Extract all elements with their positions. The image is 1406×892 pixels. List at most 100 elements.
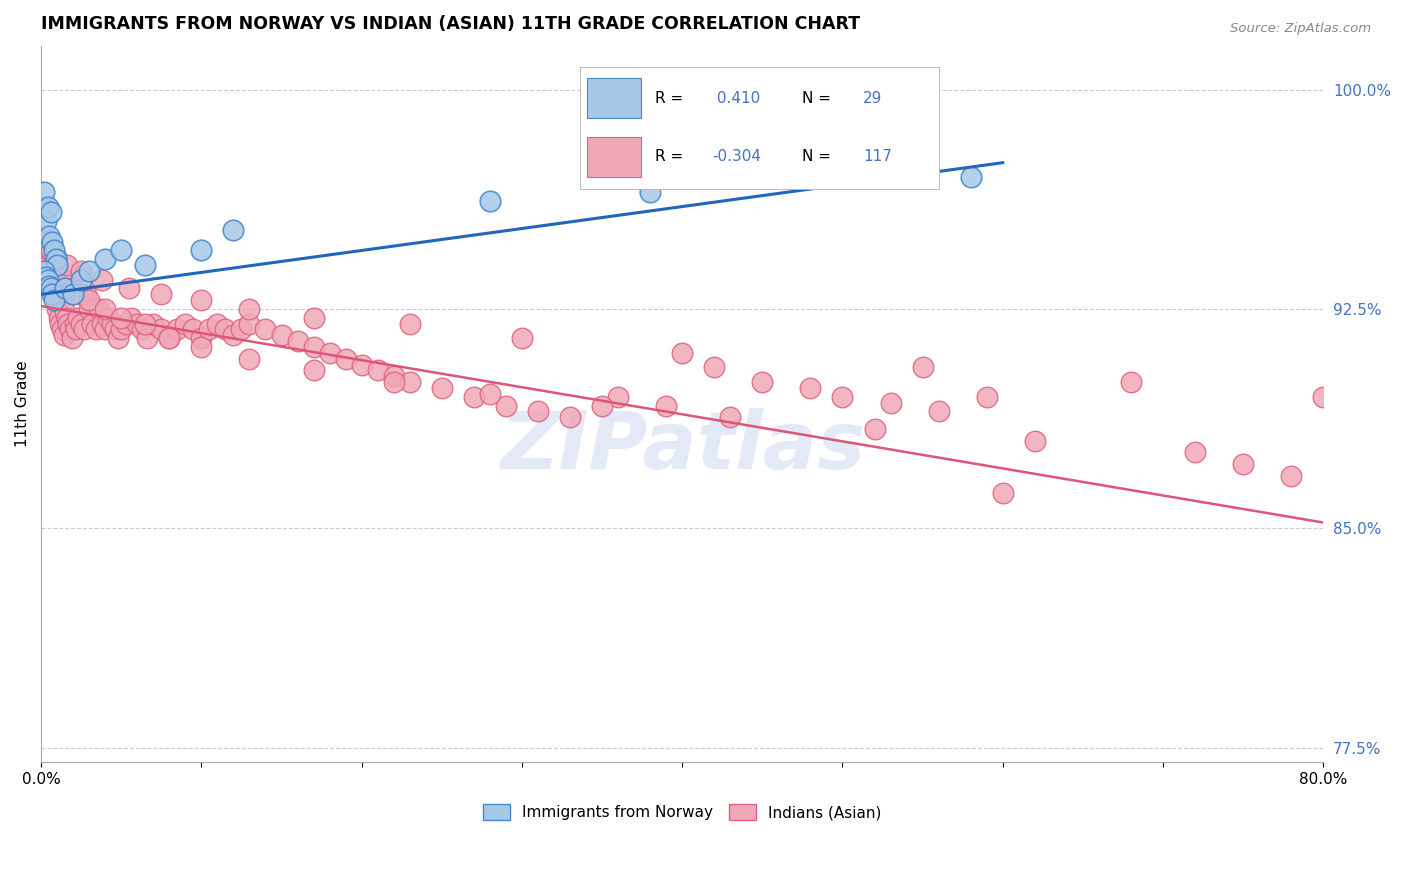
Point xyxy=(928,404,950,418)
Point xyxy=(42,244,65,258)
Point xyxy=(655,399,678,413)
Point xyxy=(367,363,389,377)
Point xyxy=(120,310,142,325)
Point xyxy=(463,390,485,404)
Point xyxy=(34,185,56,199)
Point xyxy=(1184,445,1206,459)
Point xyxy=(198,322,221,336)
Point xyxy=(302,310,325,325)
Point xyxy=(31,200,53,214)
Point xyxy=(110,310,132,325)
Point xyxy=(66,310,89,325)
Point xyxy=(39,205,62,219)
Point xyxy=(42,293,65,308)
Point xyxy=(62,287,84,301)
Point xyxy=(35,235,58,249)
Point xyxy=(44,252,66,267)
Point xyxy=(52,328,75,343)
Point xyxy=(84,322,107,336)
Point xyxy=(60,331,83,345)
Point xyxy=(190,293,212,308)
Point xyxy=(238,317,260,331)
Point xyxy=(231,322,253,336)
Point xyxy=(222,328,245,343)
Point xyxy=(55,310,77,325)
Point xyxy=(37,200,59,214)
Point xyxy=(34,264,56,278)
Point xyxy=(591,399,613,413)
Point xyxy=(70,273,93,287)
Point xyxy=(46,258,69,272)
Point xyxy=(87,301,110,316)
Point xyxy=(75,287,97,301)
Point xyxy=(48,310,70,325)
Point xyxy=(718,410,741,425)
Point xyxy=(959,170,981,185)
Point xyxy=(238,301,260,316)
Point xyxy=(190,244,212,258)
Point xyxy=(44,293,66,308)
Point xyxy=(190,340,212,354)
Point xyxy=(751,375,773,389)
Point xyxy=(65,322,87,336)
Point xyxy=(59,322,82,336)
Point xyxy=(77,301,100,316)
Point xyxy=(911,360,934,375)
Point xyxy=(73,322,96,336)
Point xyxy=(831,390,853,404)
Point xyxy=(318,346,340,360)
Point xyxy=(38,264,60,278)
Point xyxy=(350,358,373,372)
Point xyxy=(91,317,114,331)
Point xyxy=(214,322,236,336)
Point xyxy=(127,317,149,331)
Point xyxy=(174,317,197,331)
Legend: Immigrants from Norway, Indians (Asian): Immigrants from Norway, Indians (Asian) xyxy=(477,798,887,827)
Point xyxy=(42,287,65,301)
Point xyxy=(478,194,501,208)
Point xyxy=(51,322,73,336)
Point xyxy=(607,390,630,404)
Text: IMMIGRANTS FROM NORWAY VS INDIAN (ASIAN) 11TH GRADE CORRELATION CHART: IMMIGRANTS FROM NORWAY VS INDIAN (ASIAN)… xyxy=(41,15,860,33)
Point xyxy=(134,258,156,272)
Point xyxy=(302,363,325,377)
Point xyxy=(190,331,212,345)
Point xyxy=(302,340,325,354)
Point xyxy=(53,281,76,295)
Point xyxy=(70,264,93,278)
Point xyxy=(100,317,122,331)
Point xyxy=(94,301,117,316)
Point xyxy=(879,395,901,409)
Point xyxy=(97,310,120,325)
Point xyxy=(150,287,173,301)
Text: ZIPatlas: ZIPatlas xyxy=(499,408,865,486)
Text: Source: ZipAtlas.com: Source: ZipAtlas.com xyxy=(1230,22,1371,36)
Point xyxy=(703,360,725,375)
Y-axis label: 11th Grade: 11th Grade xyxy=(15,360,30,448)
Point xyxy=(976,390,998,404)
Point xyxy=(150,322,173,336)
Point xyxy=(222,223,245,237)
Point xyxy=(104,322,127,336)
Point xyxy=(207,317,229,331)
Point xyxy=(1232,457,1254,471)
Point xyxy=(110,244,132,258)
Point xyxy=(82,317,104,331)
Point xyxy=(527,404,550,418)
Point xyxy=(157,331,180,345)
Point xyxy=(135,331,157,345)
Point xyxy=(238,351,260,366)
Point xyxy=(91,273,114,287)
Point xyxy=(70,287,93,301)
Point xyxy=(110,322,132,336)
Point xyxy=(37,273,59,287)
Point xyxy=(134,317,156,331)
Point xyxy=(38,278,60,293)
Point xyxy=(118,281,141,295)
Point xyxy=(39,244,62,258)
Point xyxy=(63,317,86,331)
Point xyxy=(799,381,821,395)
Point xyxy=(42,252,65,267)
Point xyxy=(398,317,420,331)
Point xyxy=(157,331,180,345)
